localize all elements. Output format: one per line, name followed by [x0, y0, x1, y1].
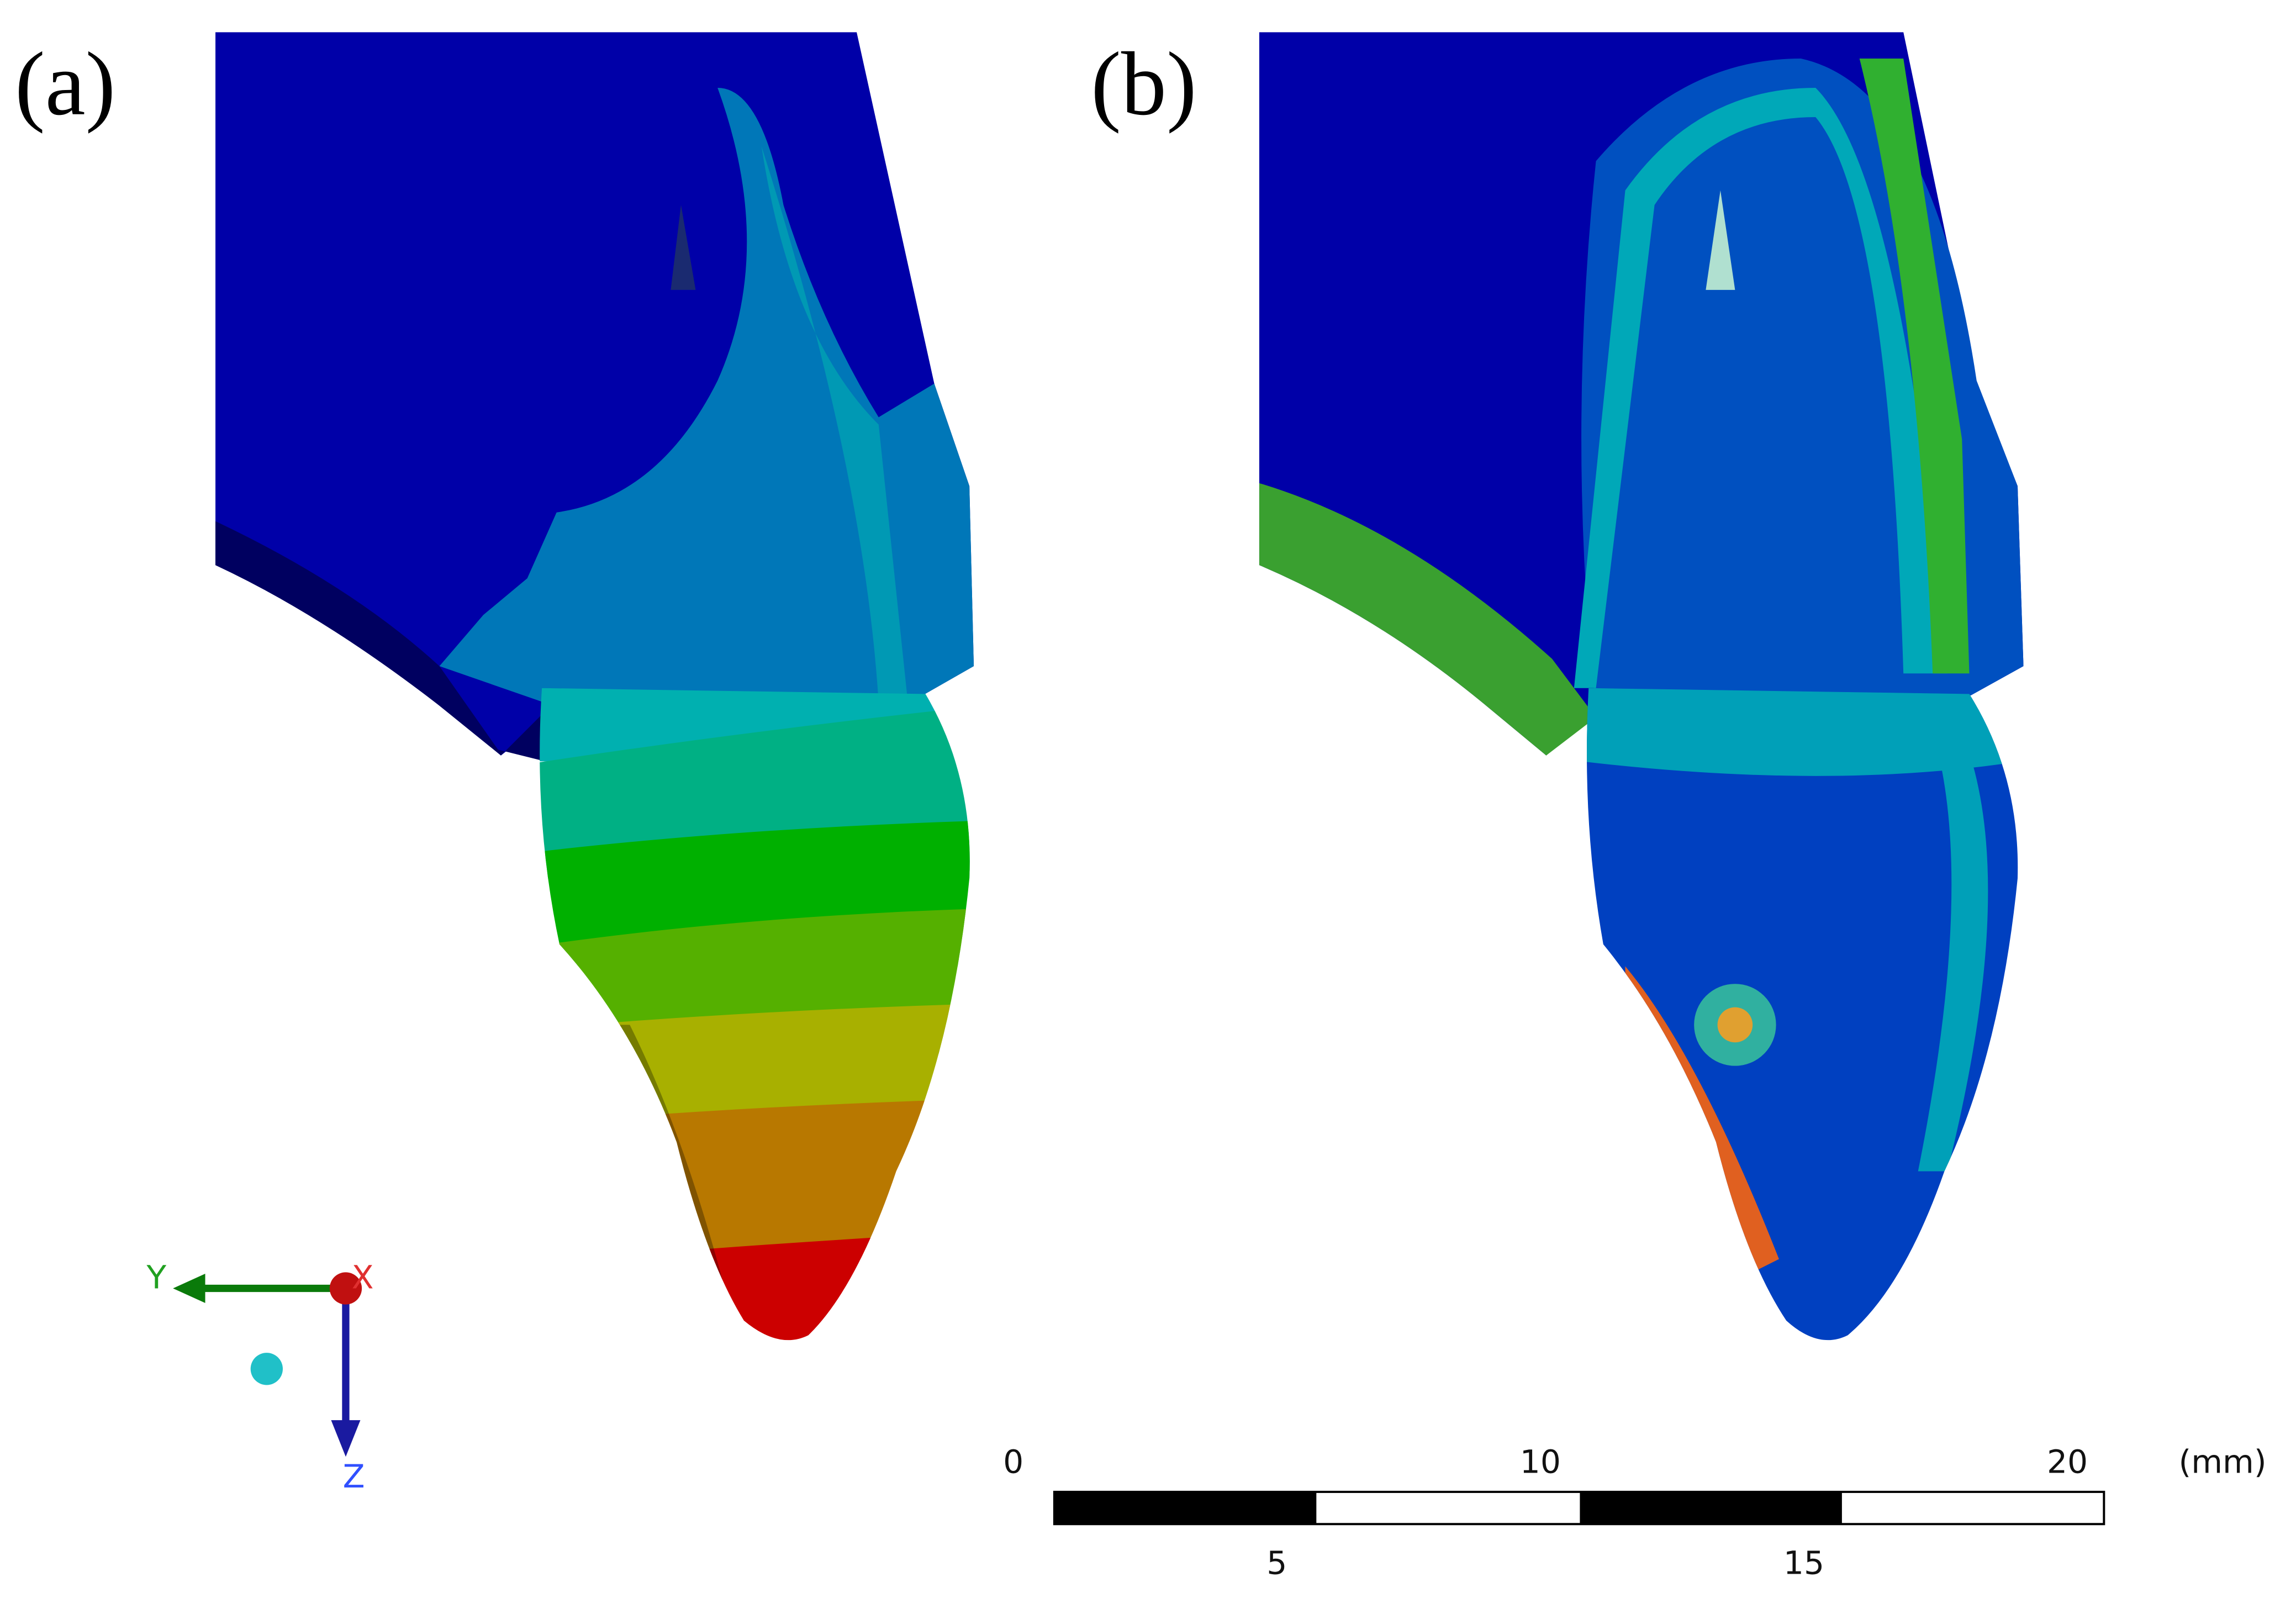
axis-label: X [352, 1259, 374, 1296]
model-shadow [215, 521, 545, 762]
panel-label: (b) [1091, 34, 1197, 134]
scale-label: 0 [1003, 1443, 1023, 1480]
notch [671, 205, 696, 290]
model-band [1574, 88, 1947, 688]
axis-label: Z [343, 1458, 365, 1495]
panel-label: (a) [15, 34, 115, 134]
model-band [1859, 59, 1970, 674]
scale-label: 10 [1520, 1443, 1561, 1480]
panel-b [1259, 32, 2024, 1341]
scale-bar-labels: 0 10 20 5 15 (mm) [1003, 1443, 2266, 1581]
model-edge [1259, 483, 1596, 756]
axes-triad: Y X Z [146, 1259, 373, 1495]
model-highlight [761, 146, 908, 703]
scale-label: 15 [1783, 1544, 1824, 1581]
crown [540, 688, 970, 1341]
axis-label: Y [146, 1259, 166, 1296]
scale-bar [1053, 1490, 2105, 1526]
panel-a [215, 32, 974, 1341]
model-region [439, 88, 974, 703]
crown [1587, 688, 2018, 1341]
scale-label: (mm) [2179, 1443, 2267, 1480]
scale-label: 5 [1266, 1544, 1287, 1581]
notch [1706, 190, 1735, 290]
scale-label: 20 [2047, 1443, 2088, 1480]
